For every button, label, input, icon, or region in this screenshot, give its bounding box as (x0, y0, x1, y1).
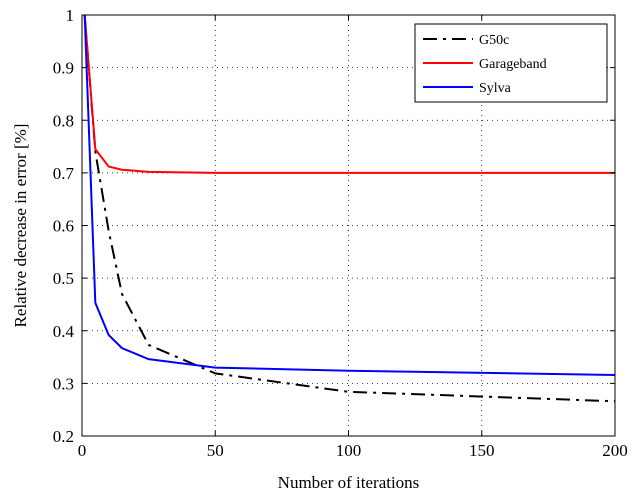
x-axis-label: Number of iterations (278, 473, 420, 492)
x-tick-label: 200 (602, 441, 628, 460)
y-tick-label: 0.9 (53, 59, 74, 78)
legend-label-g50c: G50c (479, 33, 509, 48)
legend-label-garageband: Garageband (479, 57, 547, 72)
x-tick-label: 50 (207, 441, 224, 460)
y-tick-label: 0.6 (53, 217, 74, 236)
y-tick-label: 0.7 (53, 164, 75, 183)
y-tick-label: 1 (66, 6, 75, 25)
legend: G50c Garageband Sylva (414, 23, 608, 103)
y-tick-label: 0.5 (53, 269, 74, 288)
y-axis-label: Relative decrease in error [%] (11, 124, 30, 328)
series-line-garageband (83, 14, 615, 174)
axis-ticks: 0 50 100 150 200 0.2 0.3 0.4 0.5 0.6 0.7 0.8 0.9 1 (53, 6, 628, 460)
x-tick-label: 0 (78, 441, 87, 460)
y-tick-label: 0.8 (53, 111, 74, 130)
y-tick-label: 0.4 (53, 322, 75, 341)
y-tick-label: 0.2 (53, 427, 74, 446)
legend-label-sylva: Sylva (479, 81, 512, 96)
x-tick-label: 100 (336, 441, 362, 460)
series-lines (83, 14, 616, 403)
series-line-sylva (83, 14, 616, 376)
x-tick-label: 150 (469, 441, 495, 460)
y-tick-label: 0.3 (53, 374, 74, 393)
series-line-g50c (83, 14, 616, 403)
